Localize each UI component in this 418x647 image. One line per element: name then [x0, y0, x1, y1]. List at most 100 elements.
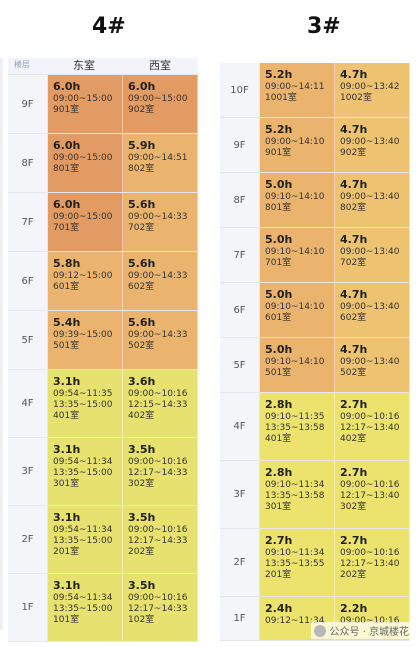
east-room-cell: 5.2h 09:00~14:10 901室 [260, 118, 335, 172]
east-room-cell: 5.0h 09:10~14:10 801室 [260, 173, 335, 227]
sunlight-hours: 5.6h [128, 257, 156, 270]
west-room-cell: 2.7h 09:00~10:16 12:17~13:40 402室 [335, 393, 410, 460]
west-room-cell: 4.7h 09:00~13:40 602室 [335, 283, 410, 337]
room-number: 301室 [265, 502, 292, 512]
time-range: 09:00~14:51 [128, 153, 188, 163]
room-number: 701室 [265, 258, 292, 268]
time-range: 09:00~10:16 [128, 457, 188, 467]
room-number: 1002室 [340, 93, 372, 103]
room-number: 301室 [53, 479, 80, 489]
sunlight-hours: 5.0h [265, 178, 293, 191]
table-row: 6F 5.8h 09:12~15:00 601室 5.6h 09:00~14:33 602室 [8, 252, 198, 311]
page-edge-strip [0, 58, 3, 630]
room-number: 302室 [128, 479, 155, 489]
time-range: 12:17~13:40 [340, 559, 400, 569]
time-range: 09:00~14:10 [265, 137, 325, 147]
time-range: 13:35~13:58 [265, 491, 325, 501]
sunlight-hours: 5.2h [265, 68, 293, 81]
time-range: 09:00~10:16 [340, 548, 400, 558]
sunlight-hours: 2.7h [340, 398, 368, 411]
west-room-cell: 3.6h 09:00~10:16 12:15~14:33 402室 [123, 370, 198, 437]
sunlight-hours: 6.0h [53, 80, 81, 93]
watermark: 公众号 · 京城楼花 [311, 622, 412, 639]
west-room-cell: 3.5h 09:00~10:16 12:17~14:33 202室 [123, 506, 198, 573]
floor-label: 4F [220, 393, 260, 460]
time-range: 09:00~14:33 [128, 271, 188, 281]
sunlight-hours: 6.0h [53, 198, 81, 211]
table-row: 7F 5.0h 09:10~14:10 701室 4.7h 09:00~13:40 702室 [220, 228, 410, 283]
sunlight-hours: 2.8h [265, 398, 293, 411]
time-range: 09:12~11:34 [265, 616, 325, 626]
room-number: 402室 [128, 411, 155, 421]
time-range: 09:00~14:33 [128, 212, 188, 222]
east-room-cell: 5.4h 09:39~15:00 501室 [48, 311, 123, 369]
room-number: 401室 [265, 434, 292, 444]
room-number: 602室 [128, 282, 155, 292]
sunlight-hours: 5.2h [265, 123, 293, 136]
sunlight-hours: 3.5h [128, 443, 156, 456]
time-range: 09:10~14:10 [265, 302, 325, 312]
table-row: 8F 6.0h 09:00~15:00 801室 5.9h 09:00~14:51 802室 [8, 134, 198, 193]
time-range: 13:35~13:58 [265, 423, 325, 433]
east-room-cell: 3.1h 09:54~11:35 13:35~15:00 401室 [48, 370, 123, 437]
room-number: 101室 [53, 615, 80, 625]
building-4-rows: 9F 6.0h 09:00~15:00 901室 6.0h 09:00~15:00 902室… [8, 75, 198, 642]
sunlight-hours: 3.6h [128, 375, 156, 388]
table-row: 5F 5.4h 09:39~15:00 501室 5.6h 09:00~14:33 502室 [8, 311, 198, 370]
floor-label: 6F [8, 252, 48, 310]
east-room-cell: 2.8h 09:10~11:34 13:35~13:58 301室 [260, 461, 335, 528]
room-number: 902室 [340, 148, 367, 158]
room-number: 502室 [128, 341, 155, 351]
sunlight-hours: 3.1h [53, 511, 81, 524]
time-range: 09:00~10:16 [340, 616, 400, 626]
sunlight-hours: 4.7h [340, 233, 368, 246]
time-range: 09:00~13:40 [340, 247, 400, 257]
time-range: 13:35~15:00 [53, 400, 113, 410]
time-range: 09:00~14:11 [265, 82, 325, 92]
time-range: 09:39~15:00 [53, 330, 113, 340]
time-range: 09:10~11:34 [265, 548, 325, 558]
time-range: 12:15~14:33 [128, 400, 188, 410]
west-room-cell: 2.7h 09:00~10:16 12:17~13:40 302室 [335, 461, 410, 528]
time-range: 12:17~13:40 [340, 423, 400, 433]
sunlight-hours: 5.0h [265, 288, 293, 301]
room-number: 1001室 [265, 93, 297, 103]
room-number: 202室 [340, 570, 367, 580]
building-3-title: 3# [307, 14, 341, 39]
east-room-cell: 5.0h 09:10~14:10 601室 [260, 283, 335, 337]
sunlight-hours: 4.7h [340, 343, 368, 356]
table-row: 3F 3.1h 09:54~11:34 13:35~15:00 301室 3.5h 09:0… [8, 438, 198, 506]
sunlight-hours: 3.1h [53, 375, 81, 388]
sunlight-hours: 2.7h [340, 534, 368, 547]
floor-label: 1F [220, 597, 260, 640]
time-range: 09:10~14:10 [265, 357, 325, 367]
time-range: 09:54~11:35 [53, 389, 113, 399]
room-number: 501室 [53, 341, 80, 351]
west-room-cell: 3.5h 09:00~10:16 12:17~14:33 302室 [123, 438, 198, 505]
room-number: 702室 [128, 223, 155, 233]
sunlight-hours: 6.0h [53, 139, 81, 152]
floor-label: 5F [8, 311, 48, 369]
room-number: 601室 [53, 282, 80, 292]
floor-label: 3F [8, 438, 48, 505]
floor-label: 9F [8, 75, 48, 133]
floor-label: 9F [220, 118, 260, 172]
sunlight-hours: 3.5h [128, 511, 156, 524]
east-room-cell: 2.7h 09:10~11:34 13:35~13:55 201室 [260, 529, 335, 596]
room-number: 401室 [53, 411, 80, 421]
sunlight-hours: 5.6h [128, 316, 156, 329]
room-number: 202室 [128, 547, 155, 557]
east-room-cell: 3.1h 09:54~11:34 13:35~15:00 201室 [48, 506, 123, 573]
room-number: 201室 [53, 547, 80, 557]
time-range: 13:35~15:00 [53, 468, 113, 478]
room-number: 102室 [128, 615, 155, 625]
west-room-cell: 4.7h 09:00~13:40 502室 [335, 338, 410, 392]
room-number: 901室 [265, 148, 292, 158]
building-3-table: 10F 5.2h 09:00~14:11 1001室 4.7h 09:00~13:42 10… [220, 63, 410, 641]
table-row: 4F 2.8h 09:10~11:35 13:35~13:58 401室 2.7h 09:0… [220, 393, 410, 461]
table-row: 8F 5.0h 09:10~14:10 801室 4.7h 09:00~13:40 802室 [220, 173, 410, 228]
sunlight-hours: 2.8h [265, 466, 293, 479]
room-number: 701室 [53, 223, 80, 233]
time-range: 09:54~11:34 [53, 457, 113, 467]
